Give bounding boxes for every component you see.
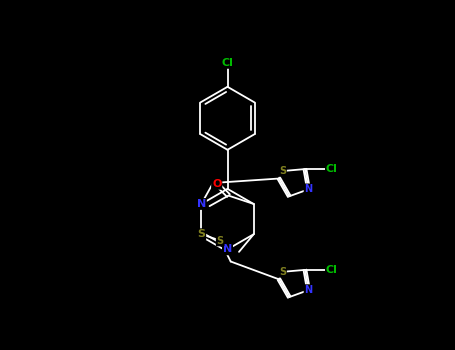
- Text: N: N: [197, 199, 206, 209]
- Text: N: N: [304, 285, 313, 295]
- Text: Cl: Cl: [222, 58, 233, 68]
- Text: N: N: [304, 184, 313, 194]
- Text: S: S: [217, 236, 224, 245]
- Text: Cl: Cl: [326, 164, 338, 174]
- Text: Cl: Cl: [326, 265, 338, 275]
- Text: O: O: [212, 179, 222, 189]
- Text: S: S: [279, 267, 286, 277]
- Text: S: S: [279, 166, 286, 176]
- Text: N: N: [223, 244, 232, 254]
- Text: S: S: [197, 229, 205, 239]
